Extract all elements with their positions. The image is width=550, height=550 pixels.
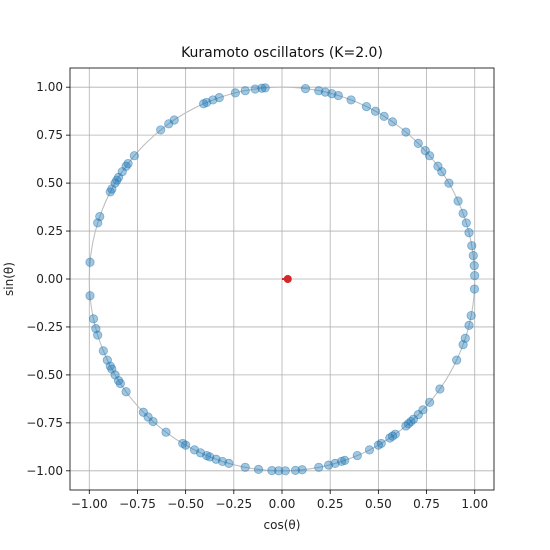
oscillator-point <box>253 464 264 474</box>
oscillator-point <box>240 86 250 96</box>
oscillator-point <box>290 465 301 475</box>
oscillator-point <box>444 178 454 188</box>
y-tick-label: 0.50 <box>36 176 63 190</box>
oscillator-point <box>240 462 250 472</box>
x-tick-label: 1.00 <box>461 497 488 511</box>
oscillator-point <box>437 167 447 177</box>
x-tick-label: −0.25 <box>215 497 252 511</box>
oscillator-point <box>260 83 270 93</box>
oscillator-point <box>458 340 468 350</box>
oscillator-point <box>425 397 435 407</box>
oscillator-point <box>379 111 389 121</box>
oscillator-point <box>385 433 395 443</box>
oscillator-point <box>88 314 99 324</box>
oscillator-point <box>418 405 428 415</box>
oscillator-point <box>169 115 179 125</box>
oscillator-point <box>267 465 277 476</box>
oscillator-point <box>352 450 362 461</box>
oscillator-point <box>156 125 166 135</box>
order-parameter-point <box>283 275 292 283</box>
oscillator-point <box>105 187 115 197</box>
oscillator-point <box>452 355 462 365</box>
oscillator-point <box>346 95 356 105</box>
y-tick-label: −0.75 <box>26 416 63 430</box>
x-tick-label: −0.75 <box>119 497 156 511</box>
y-tick-label: 0.25 <box>36 224 63 238</box>
oscillator-point <box>370 106 381 116</box>
oscillator-point <box>466 311 476 321</box>
x-axis-label: cos(θ) <box>264 518 301 532</box>
order-parameter-layer <box>282 275 292 283</box>
oscillator-point <box>413 410 423 420</box>
oscillator-point <box>458 208 468 218</box>
oscillator-point <box>324 460 334 470</box>
oscillator-point <box>230 88 240 98</box>
oscillator-point <box>425 151 435 161</box>
oscillator-point <box>314 462 324 472</box>
oscillator-point <box>91 324 101 334</box>
unit-circle <box>88 86 476 472</box>
oscillator-point <box>214 93 224 103</box>
y-tick-label: −1.00 <box>26 464 63 478</box>
oscillator-point <box>464 320 474 331</box>
oscillator-point <box>333 90 343 101</box>
oscillator-point <box>107 364 117 374</box>
y-tick-label: −0.50 <box>26 368 63 382</box>
oscillator-point <box>121 387 131 397</box>
x-tick-label: 0.75 <box>413 497 440 511</box>
y-tick-label: −0.25 <box>26 320 63 334</box>
oscillator-point <box>95 211 105 222</box>
oscillator-point <box>85 291 95 301</box>
oscillator-point <box>467 241 477 251</box>
oscillator-point <box>161 427 171 437</box>
y-tick-label: 0.00 <box>36 272 63 286</box>
oscillator-point <box>469 261 479 271</box>
oscillator-point <box>464 227 474 238</box>
y-tick-label: 0.75 <box>36 128 63 142</box>
oscillator-point <box>468 251 478 261</box>
oscillator-point <box>469 284 480 294</box>
oscillator-point <box>470 271 480 281</box>
x-tick-label: −1.00 <box>71 497 108 511</box>
x-tick-label: −0.50 <box>167 497 204 511</box>
oscillator-point <box>257 83 267 93</box>
oscillator-point <box>387 117 398 127</box>
oscillator-point <box>274 466 284 476</box>
oscillator-point <box>361 101 372 112</box>
oscillator-point <box>461 218 471 228</box>
chart-title: Kuramoto oscillators (K=2.0) <box>181 45 383 61</box>
oscillator-point <box>85 257 95 267</box>
oscillator-point <box>373 440 383 450</box>
oscillator-point <box>297 465 307 475</box>
oscillator-point <box>401 127 411 137</box>
unit-circle-layer <box>88 86 476 472</box>
oscillator-point <box>364 445 375 455</box>
oscillator-point <box>178 438 188 449</box>
oscillator-point <box>143 412 153 422</box>
x-tick-label: 0.50 <box>365 497 392 511</box>
oscillator-point <box>148 416 158 427</box>
oscillator-point <box>113 376 124 386</box>
oscillator-point <box>453 196 463 206</box>
oscillator-point <box>98 346 108 356</box>
oscillator-point <box>280 466 290 476</box>
x-tick-label: 0.00 <box>269 497 296 511</box>
oscillator-point <box>123 158 133 169</box>
oscillator-point <box>189 445 200 455</box>
oscillator-point <box>250 84 260 94</box>
oscillator-points <box>85 83 480 476</box>
oscillator-point <box>435 384 445 394</box>
oscillator-point <box>401 421 411 431</box>
y-tick-label: 1.00 <box>36 80 63 94</box>
oscillator-point <box>138 407 148 417</box>
oscillator-point <box>300 84 311 94</box>
x-tick-label: 0.25 <box>317 497 344 511</box>
oscillator-point <box>129 151 139 161</box>
ticks-layer: −1.00 −0.75 −0.50 −0.25 0.00 0.25 0.50 0.75 1.00… <box>26 80 488 511</box>
oscillator-point <box>413 138 423 148</box>
oscillator-point <box>102 355 112 365</box>
y-axis-label: sin(θ) <box>2 262 16 296</box>
